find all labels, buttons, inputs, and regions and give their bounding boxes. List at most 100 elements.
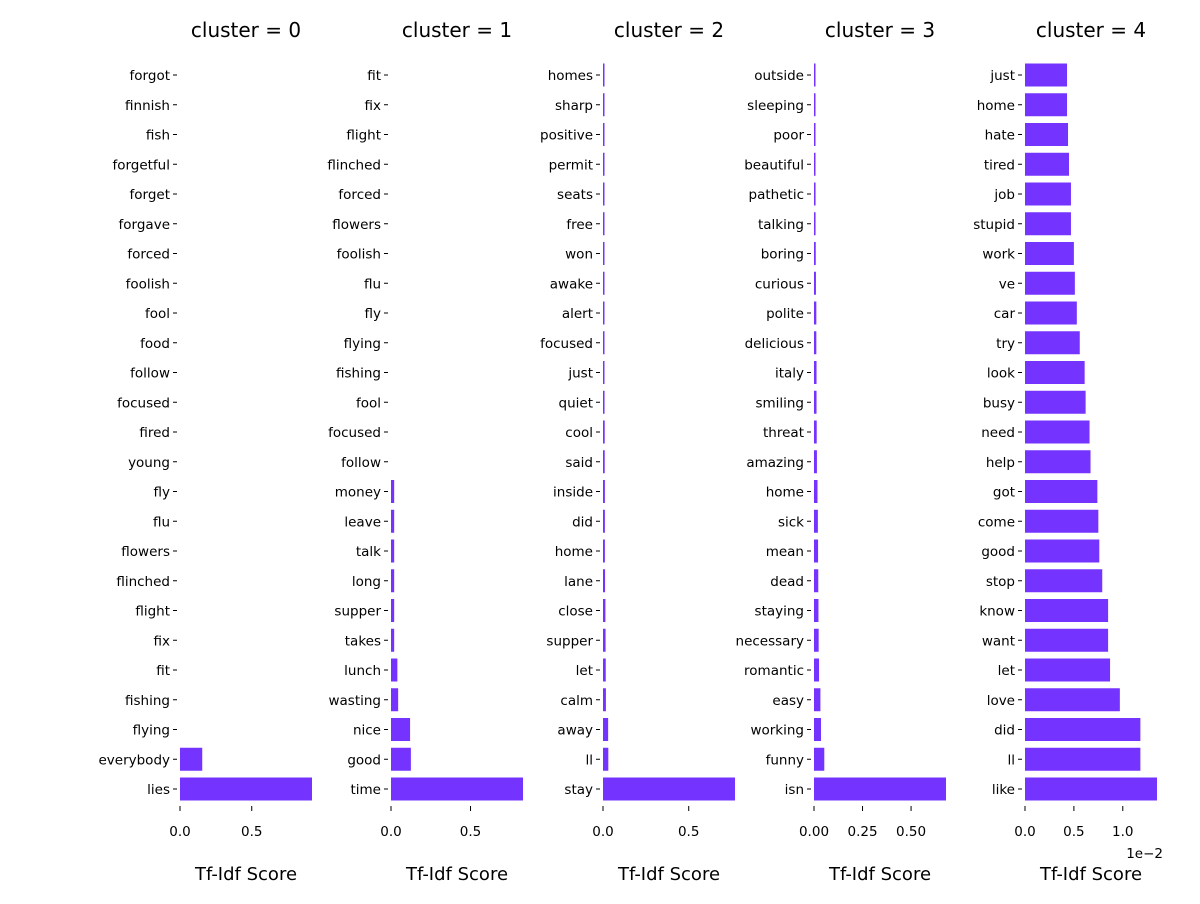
category-label: love bbox=[987, 693, 1015, 709]
bar-job bbox=[1025, 182, 1071, 206]
bar-need bbox=[1025, 420, 1090, 444]
category-label: fired bbox=[139, 425, 170, 441]
bar-quiet bbox=[603, 390, 605, 414]
category-label: necessary bbox=[736, 633, 804, 649]
category-label: away bbox=[557, 723, 593, 739]
bar-did bbox=[1025, 718, 1141, 741]
category-label: homes bbox=[548, 68, 593, 84]
category-label: need bbox=[981, 425, 1015, 441]
category-label: italy bbox=[775, 366, 804, 382]
category-label: easy bbox=[772, 693, 804, 709]
category-label: flinched bbox=[116, 574, 170, 590]
bar-inside bbox=[603, 480, 605, 503]
bar-sleeping bbox=[814, 93, 816, 117]
bar-funny bbox=[814, 747, 825, 771]
bar-polite bbox=[814, 301, 817, 325]
bar-boring bbox=[814, 242, 816, 265]
category-label: calm bbox=[560, 693, 593, 709]
category-label: talking bbox=[758, 217, 804, 233]
category-label: boring bbox=[761, 247, 804, 263]
bar-italy bbox=[814, 361, 817, 384]
category-label: food bbox=[140, 336, 170, 352]
category-label: time bbox=[350, 782, 381, 798]
category-label: takes bbox=[345, 633, 381, 649]
category-label: focused bbox=[328, 425, 381, 441]
category-label: sharp bbox=[555, 98, 593, 114]
category-label: want bbox=[982, 633, 1015, 649]
category-label: lane bbox=[564, 574, 593, 590]
category-label: tired bbox=[984, 157, 1015, 173]
x-axis-title: Tf-Idf Score bbox=[828, 864, 931, 885]
category-label: car bbox=[994, 306, 1016, 322]
category-label: flu bbox=[153, 514, 170, 530]
category-label: isn bbox=[785, 782, 804, 798]
panel-title: cluster = 0 bbox=[191, 18, 301, 42]
bar-work bbox=[1025, 242, 1074, 265]
category-label: fishing bbox=[125, 693, 170, 709]
bar-said bbox=[603, 450, 605, 474]
category-label: good bbox=[347, 752, 381, 768]
bar-working bbox=[814, 718, 821, 741]
bar-outside bbox=[814, 63, 816, 87]
category-label: forced bbox=[338, 187, 381, 203]
bar-tired bbox=[1025, 152, 1069, 176]
category-label: fishing bbox=[336, 366, 381, 382]
bar-stop bbox=[1025, 569, 1103, 593]
category-label: flight bbox=[135, 604, 170, 620]
bar-car bbox=[1025, 301, 1077, 325]
bar-ll bbox=[1025, 747, 1141, 771]
category-label: said bbox=[565, 455, 593, 471]
x-tick-label: 1.0 bbox=[1112, 824, 1133, 840]
category-label: finnish bbox=[125, 98, 170, 114]
bar-lane bbox=[603, 569, 606, 593]
bar-permit bbox=[603, 152, 605, 176]
panel-title: cluster = 2 bbox=[614, 18, 724, 42]
bar-positive bbox=[603, 123, 605, 146]
category-label: flight bbox=[346, 128, 381, 144]
category-label: stay bbox=[564, 782, 593, 798]
category-label: pathetic bbox=[749, 187, 804, 203]
category-label: hate bbox=[985, 128, 1015, 144]
category-label: awake bbox=[550, 276, 593, 292]
bar-ll bbox=[603, 747, 609, 771]
bar-beautiful bbox=[814, 152, 816, 176]
bar-mean bbox=[814, 539, 819, 563]
x-tick-label: 0.5 bbox=[241, 824, 262, 840]
x-tick-label: 0.0 bbox=[169, 824, 190, 840]
category-label: know bbox=[979, 604, 1015, 620]
category-label: fool bbox=[145, 306, 170, 322]
panel-cluster-1: cluster = 1 fit fix flight flinched forced flo… bbox=[327, 18, 523, 885]
bar-good bbox=[1025, 539, 1100, 563]
category-label: forgave bbox=[119, 217, 170, 233]
category-label: fly bbox=[365, 306, 382, 322]
bar-poor bbox=[814, 123, 816, 146]
category-label: look bbox=[987, 366, 1015, 382]
category-label: foolish bbox=[337, 247, 381, 263]
category-label: follow bbox=[130, 366, 170, 382]
category-label: money bbox=[335, 485, 381, 501]
category-label: home bbox=[766, 485, 804, 501]
bar-delicious bbox=[814, 331, 817, 355]
category-label: let bbox=[998, 663, 1015, 679]
category-label: seats bbox=[557, 187, 593, 203]
category-label: wasting bbox=[328, 693, 381, 709]
category-label: talk bbox=[356, 544, 381, 560]
category-label: lunch bbox=[344, 663, 381, 679]
panel-cluster-4: cluster = 4 just home hate tired job stupid wor… bbox=[973, 18, 1163, 885]
category-label: fit bbox=[156, 663, 170, 679]
category-label: ll bbox=[1007, 752, 1015, 768]
x-offset-label: 1e−2 bbox=[1126, 846, 1163, 862]
category-label: fish bbox=[146, 128, 170, 144]
category-label: follow bbox=[341, 455, 381, 471]
x-axis-title: Tf-Idf Score bbox=[1039, 864, 1142, 885]
bar-money bbox=[391, 480, 395, 503]
bar-talk bbox=[391, 539, 395, 563]
panel-cluster-3: cluster = 3 outside sleeping poor beautiful p… bbox=[736, 18, 946, 885]
bar-good bbox=[391, 747, 411, 771]
category-label: free bbox=[566, 217, 593, 233]
bar-isn bbox=[814, 777, 946, 801]
bar-stay bbox=[603, 777, 735, 801]
bar-supper bbox=[391, 599, 395, 622]
bar-calm bbox=[603, 688, 606, 712]
